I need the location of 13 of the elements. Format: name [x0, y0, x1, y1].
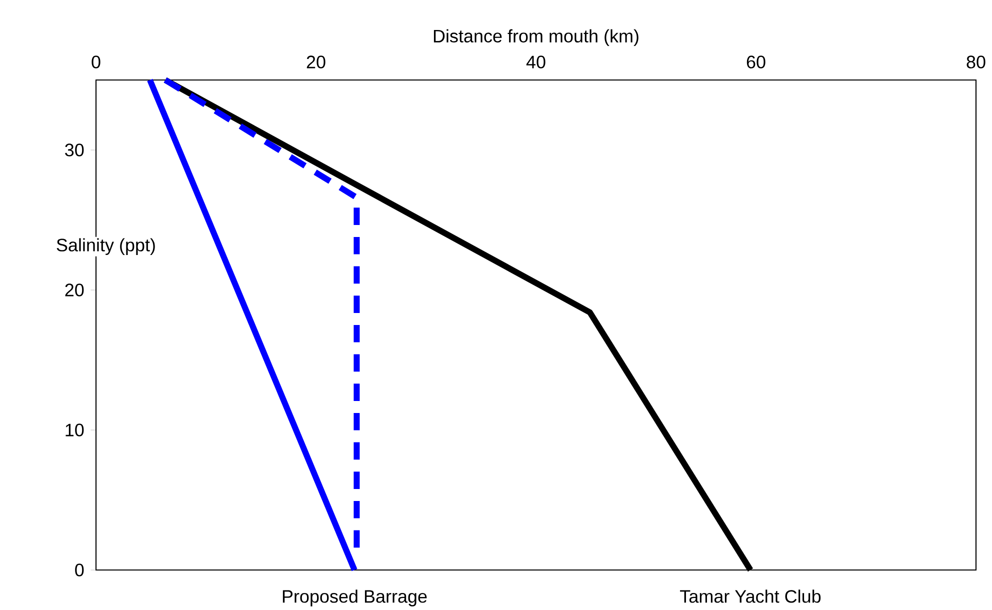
x-tick-label: 0: [92, 56, 100, 68]
annotation: Tamar Yacht Club: [680, 590, 821, 603]
annotation: Proposed Barrage: [282, 590, 427, 606]
x-tick-label: 80: [966, 56, 986, 68]
x-tick-label: 60: [746, 56, 766, 68]
y-tick-label: 20: [65, 284, 84, 296]
y-tick-label: 0: [75, 564, 84, 576]
y-axis-title: Salinity (ppt): [56, 238, 155, 255]
y-tick-label: 30: [65, 144, 84, 156]
x-tick-label: 20: [306, 56, 326, 68]
x-tick-label: 40: [526, 56, 546, 68]
y-tick-label: 10: [66, 424, 84, 436]
x-axis-title: Distance from mouth (km): [434, 29, 638, 46]
